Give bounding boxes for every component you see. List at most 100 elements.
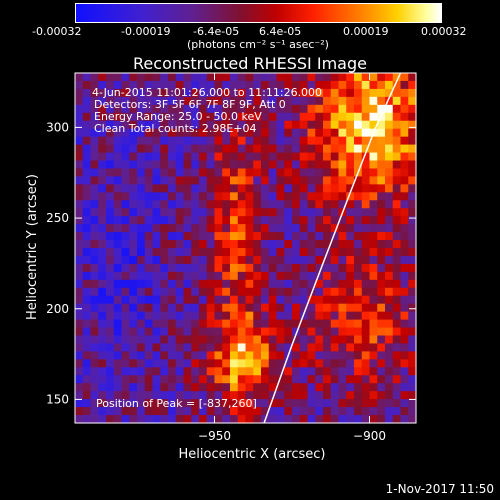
heatmap-cell <box>385 176 394 185</box>
heatmap-cell <box>82 144 92 154</box>
heatmap-cell <box>144 367 154 376</box>
heatmap-cell <box>214 343 223 352</box>
heatmap-cell <box>230 375 239 384</box>
heatmap-cell <box>315 80 324 90</box>
heatmap-cell <box>137 351 146 360</box>
heatmap-cell <box>323 335 332 345</box>
heatmap-cell <box>299 311 309 321</box>
heatmap-cell <box>152 184 161 193</box>
heatmap-cell <box>261 271 270 281</box>
heatmap-cell <box>144 383 154 392</box>
heatmap-cell <box>292 160 301 170</box>
heatmap-cell <box>191 407 200 416</box>
heatmap-cell <box>253 359 262 368</box>
heatmap-cell <box>206 415 216 424</box>
heatmap-cell <box>307 248 316 257</box>
heatmap-cell <box>191 391 200 400</box>
heatmap-cell <box>276 168 285 177</box>
heatmap-cell <box>98 248 107 257</box>
heatmap-cell <box>361 248 371 257</box>
heatmap-cell <box>369 399 378 408</box>
heatmap-cell <box>268 263 278 273</box>
heatmap-cell <box>191 160 200 170</box>
heatmap-cell <box>338 200 347 209</box>
heatmap-cell <box>268 383 278 392</box>
heatmap-cell <box>338 176 347 185</box>
heatmap-cell <box>330 88 340 98</box>
heatmap-cell <box>98 184 107 193</box>
heatmap-cell <box>129 287 138 297</box>
heatmap-cell <box>113 80 123 90</box>
solar-limb-curve <box>263 72 402 424</box>
heatmap-cell <box>385 295 394 305</box>
heatmap-cell <box>230 319 239 329</box>
heatmap-cell <box>129 216 138 225</box>
heatmap-cell <box>307 279 316 289</box>
heatmap-cell <box>315 399 324 408</box>
heatmap-cell <box>385 73 394 82</box>
heatmap-cell <box>113 224 123 233</box>
heatmap-cell <box>276 391 285 400</box>
heatmap-cell <box>106 240 115 249</box>
heatmap-cell <box>121 168 130 177</box>
heatmap-cell <box>144 287 154 297</box>
heatmap-cell <box>385 224 394 233</box>
heatmap-cell <box>90 351 99 360</box>
heatmap-cell <box>346 319 355 329</box>
heatmap-cell <box>377 208 386 217</box>
heatmap-cell <box>408 136 417 146</box>
heatmap-cell <box>206 391 216 400</box>
heatmap-cell <box>346 255 355 265</box>
heatmap-cell <box>129 104 138 114</box>
heatmap-cell <box>400 327 409 337</box>
heatmap-cell <box>98 271 107 281</box>
heatmap-cell <box>354 367 363 376</box>
heatmap-cell <box>299 271 309 281</box>
heatmap-cell <box>245 216 254 225</box>
heatmap-cell <box>354 88 363 98</box>
heatmap-cell <box>276 184 285 193</box>
heatmap-cell <box>323 375 332 384</box>
heatmap-cell <box>315 152 324 162</box>
heatmap-cell <box>183 112 192 122</box>
heatmap-cell <box>121 375 130 384</box>
heatmap-cell <box>214 152 223 162</box>
heatmap-cell <box>230 303 239 313</box>
heatmap-cell <box>144 295 154 305</box>
heatmap-cell <box>284 136 293 146</box>
heatmap-cell <box>98 104 107 114</box>
heatmap-cell <box>284 303 293 313</box>
heatmap-cell <box>385 96 394 106</box>
heatmap-cell <box>98 263 107 273</box>
heatmap-cell <box>106 303 115 313</box>
heatmap-cell <box>144 327 154 337</box>
heatmap-cell <box>137 383 146 392</box>
heatmap-cell <box>392 176 402 185</box>
heatmap-cell <box>82 160 92 170</box>
heatmap-cell <box>369 359 378 368</box>
heatmap-cell <box>346 96 355 106</box>
heatmap-cell <box>98 327 107 337</box>
heatmap-cell <box>75 120 84 130</box>
heatmap-cell <box>299 144 309 154</box>
heatmap-cell <box>307 192 316 201</box>
heatmap-cell <box>160 359 169 368</box>
heatmap-cell <box>206 216 216 225</box>
heatmap-cell <box>338 295 347 305</box>
heatmap-cell <box>268 152 278 162</box>
heatmap-cell <box>307 295 316 305</box>
heatmap-cell <box>346 216 355 225</box>
heatmap-cell <box>268 144 278 154</box>
heatmap-cell <box>338 311 347 321</box>
heatmap-cell <box>106 295 115 305</box>
heatmap-cell <box>307 375 316 384</box>
heatmap-cell <box>385 319 394 329</box>
heatmap-cell <box>230 88 239 98</box>
heatmap-cell <box>299 319 309 329</box>
heatmap-cell <box>361 367 371 376</box>
heatmap-cell <box>237 327 247 337</box>
heatmap-cell <box>268 279 278 289</box>
heatmap-cell <box>261 311 270 321</box>
heatmap-cell <box>82 303 92 313</box>
heatmap-cell <box>75 335 84 345</box>
